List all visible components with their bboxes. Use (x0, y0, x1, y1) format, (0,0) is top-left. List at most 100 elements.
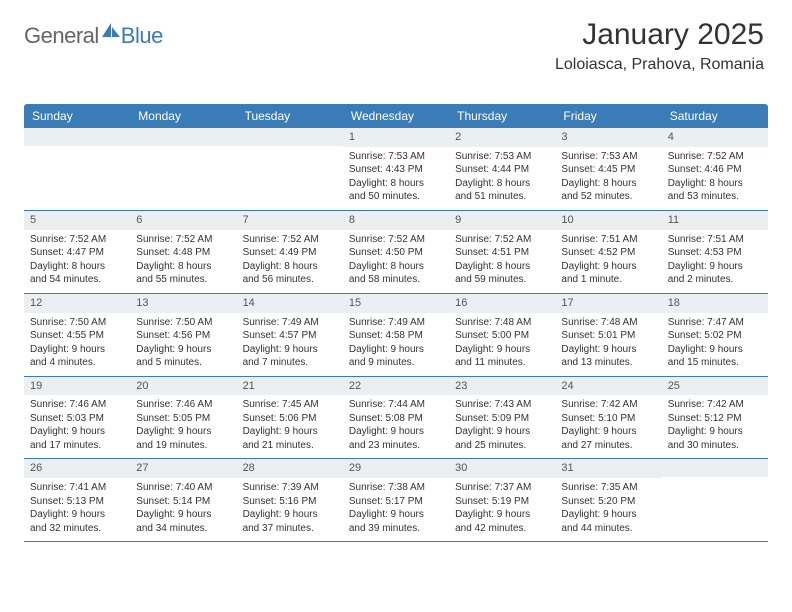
month-title: January 2025 (555, 18, 764, 52)
sunset-line: Sunset: 5:16 PM (243, 496, 317, 507)
day-number: 1 (343, 128, 449, 147)
day-number: 27 (130, 459, 236, 478)
sunrise-line: Sunrise: 7:50 AM (30, 317, 106, 328)
day-body: Sunrise: 7:52 AMSunset: 4:50 PMDaylight:… (343, 230, 449, 293)
day-number: 21 (237, 377, 343, 396)
sunset-line: Sunset: 4:43 PM (349, 164, 423, 175)
sunset-line: Sunset: 4:53 PM (668, 247, 742, 258)
sunset-line: Sunset: 5:08 PM (349, 413, 423, 424)
logo: General Blue (24, 22, 163, 49)
day-number: 11 (662, 211, 768, 230)
day-cell (24, 128, 130, 210)
empty-day (237, 128, 343, 146)
daylight-line: Daylight: 9 hours and 23 minutes. (349, 426, 424, 451)
sunrise-line: Sunrise: 7:51 AM (561, 234, 637, 245)
sunrise-line: Sunrise: 7:53 AM (349, 151, 425, 162)
daylight-line: Daylight: 8 hours and 52 minutes. (561, 178, 636, 203)
day-number: 12 (24, 294, 130, 313)
daylight-line: Daylight: 9 hours and 4 minutes. (30, 344, 105, 369)
day-cell: 20Sunrise: 7:46 AMSunset: 5:05 PMDayligh… (130, 377, 236, 459)
sunset-line: Sunset: 5:20 PM (561, 496, 635, 507)
day-number: 29 (343, 459, 449, 478)
day-body: Sunrise: 7:53 AMSunset: 4:43 PMDaylight:… (343, 147, 449, 210)
day-body: Sunrise: 7:38 AMSunset: 5:17 PMDaylight:… (343, 478, 449, 541)
day-number: 23 (449, 377, 555, 396)
day-body: Sunrise: 7:43 AMSunset: 5:09 PMDaylight:… (449, 395, 555, 458)
daylight-line: Daylight: 9 hours and 42 minutes. (455, 509, 530, 534)
day-number: 19 (24, 377, 130, 396)
day-number: 18 (662, 294, 768, 313)
empty-day (662, 459, 768, 477)
sunrise-line: Sunrise: 7:48 AM (455, 317, 531, 328)
weekday-header-cell: Friday (555, 104, 661, 128)
sunrise-line: Sunrise: 7:44 AM (349, 399, 425, 410)
day-cell (130, 128, 236, 210)
day-cell: 4Sunrise: 7:52 AMSunset: 4:46 PMDaylight… (662, 128, 768, 210)
sunset-line: Sunset: 5:12 PM (668, 413, 742, 424)
daylight-line: Daylight: 9 hours and 27 minutes. (561, 426, 636, 451)
daylight-line: Daylight: 9 hours and 5 minutes. (136, 344, 211, 369)
day-cell: 31Sunrise: 7:35 AMSunset: 5:20 PMDayligh… (555, 459, 661, 541)
day-cell: 12Sunrise: 7:50 AMSunset: 4:55 PMDayligh… (24, 294, 130, 376)
day-body: Sunrise: 7:42 AMSunset: 5:12 PMDaylight:… (662, 395, 768, 458)
sunset-line: Sunset: 4:51 PM (455, 247, 529, 258)
daylight-line: Daylight: 9 hours and 9 minutes. (349, 344, 424, 369)
sunset-line: Sunset: 4:44 PM (455, 164, 529, 175)
day-number: 30 (449, 459, 555, 478)
day-body: Sunrise: 7:53 AMSunset: 4:44 PMDaylight:… (449, 147, 555, 210)
sunrise-line: Sunrise: 7:46 AM (136, 399, 212, 410)
sunset-line: Sunset: 5:09 PM (455, 413, 529, 424)
day-body: Sunrise: 7:49 AMSunset: 4:57 PMDaylight:… (237, 313, 343, 376)
day-cell: 2Sunrise: 7:53 AMSunset: 4:44 PMDaylight… (449, 128, 555, 210)
day-cell: 11Sunrise: 7:51 AMSunset: 4:53 PMDayligh… (662, 211, 768, 293)
day-number: 26 (24, 459, 130, 478)
day-number: 2 (449, 128, 555, 147)
sunset-line: Sunset: 4:50 PM (349, 247, 423, 258)
day-number: 20 (130, 377, 236, 396)
day-cell: 5Sunrise: 7:52 AMSunset: 4:47 PMDaylight… (24, 211, 130, 293)
day-body: Sunrise: 7:52 AMSunset: 4:51 PMDaylight:… (449, 230, 555, 293)
sunrise-line: Sunrise: 7:40 AM (136, 482, 212, 493)
day-cell: 8Sunrise: 7:52 AMSunset: 4:50 PMDaylight… (343, 211, 449, 293)
day-body: Sunrise: 7:53 AMSunset: 4:45 PMDaylight:… (555, 147, 661, 210)
day-body: Sunrise: 7:39 AMSunset: 5:16 PMDaylight:… (237, 478, 343, 541)
day-body: Sunrise: 7:46 AMSunset: 5:05 PMDaylight:… (130, 395, 236, 458)
sunrise-line: Sunrise: 7:52 AM (455, 234, 531, 245)
daylight-line: Daylight: 8 hours and 56 minutes. (243, 261, 318, 286)
day-number: 5 (24, 211, 130, 230)
day-body: Sunrise: 7:47 AMSunset: 5:02 PMDaylight:… (662, 313, 768, 376)
weekday-header-cell: Wednesday (343, 104, 449, 128)
daylight-line: Daylight: 9 hours and 13 minutes. (561, 344, 636, 369)
daylight-line: Daylight: 9 hours and 1 minute. (561, 261, 636, 286)
sunrise-line: Sunrise: 7:35 AM (561, 482, 637, 493)
sunrise-line: Sunrise: 7:52 AM (243, 234, 319, 245)
day-body: Sunrise: 7:41 AMSunset: 5:13 PMDaylight:… (24, 478, 130, 541)
location-label: Loloiasca, Prahova, Romania (555, 56, 764, 74)
sunset-line: Sunset: 4:57 PM (243, 330, 317, 341)
sunset-line: Sunset: 4:49 PM (243, 247, 317, 258)
daylight-line: Daylight: 8 hours and 54 minutes. (30, 261, 105, 286)
sunset-line: Sunset: 4:46 PM (668, 164, 742, 175)
title-block: January 2025 Loloiasca, Prahova, Romania (555, 18, 764, 74)
day-body: Sunrise: 7:51 AMSunset: 4:53 PMDaylight:… (662, 230, 768, 293)
daylight-line: Daylight: 9 hours and 34 minutes. (136, 509, 211, 534)
day-cell (237, 128, 343, 210)
day-number: 14 (237, 294, 343, 313)
day-cell: 14Sunrise: 7:49 AMSunset: 4:57 PMDayligh… (237, 294, 343, 376)
sunrise-line: Sunrise: 7:50 AM (136, 317, 212, 328)
sunrise-line: Sunrise: 7:53 AM (455, 151, 531, 162)
sunrise-line: Sunrise: 7:52 AM (349, 234, 425, 245)
day-body: Sunrise: 7:42 AMSunset: 5:10 PMDaylight:… (555, 395, 661, 458)
week-row: 5Sunrise: 7:52 AMSunset: 4:47 PMDaylight… (24, 211, 768, 294)
day-body: Sunrise: 7:50 AMSunset: 4:55 PMDaylight:… (24, 313, 130, 376)
sunset-line: Sunset: 5:17 PM (349, 496, 423, 507)
day-number: 4 (662, 128, 768, 147)
sunrise-line: Sunrise: 7:41 AM (30, 482, 106, 493)
weekday-header-cell: Thursday (449, 104, 555, 128)
sunset-line: Sunset: 5:10 PM (561, 413, 635, 424)
week-row: 19Sunrise: 7:46 AMSunset: 5:03 PMDayligh… (24, 377, 768, 460)
logo-text-blue: Blue (121, 23, 163, 49)
day-body: Sunrise: 7:52 AMSunset: 4:48 PMDaylight:… (130, 230, 236, 293)
sunrise-line: Sunrise: 7:51 AM (668, 234, 744, 245)
weekday-header-row: SundayMondayTuesdayWednesdayThursdayFrid… (24, 104, 768, 128)
